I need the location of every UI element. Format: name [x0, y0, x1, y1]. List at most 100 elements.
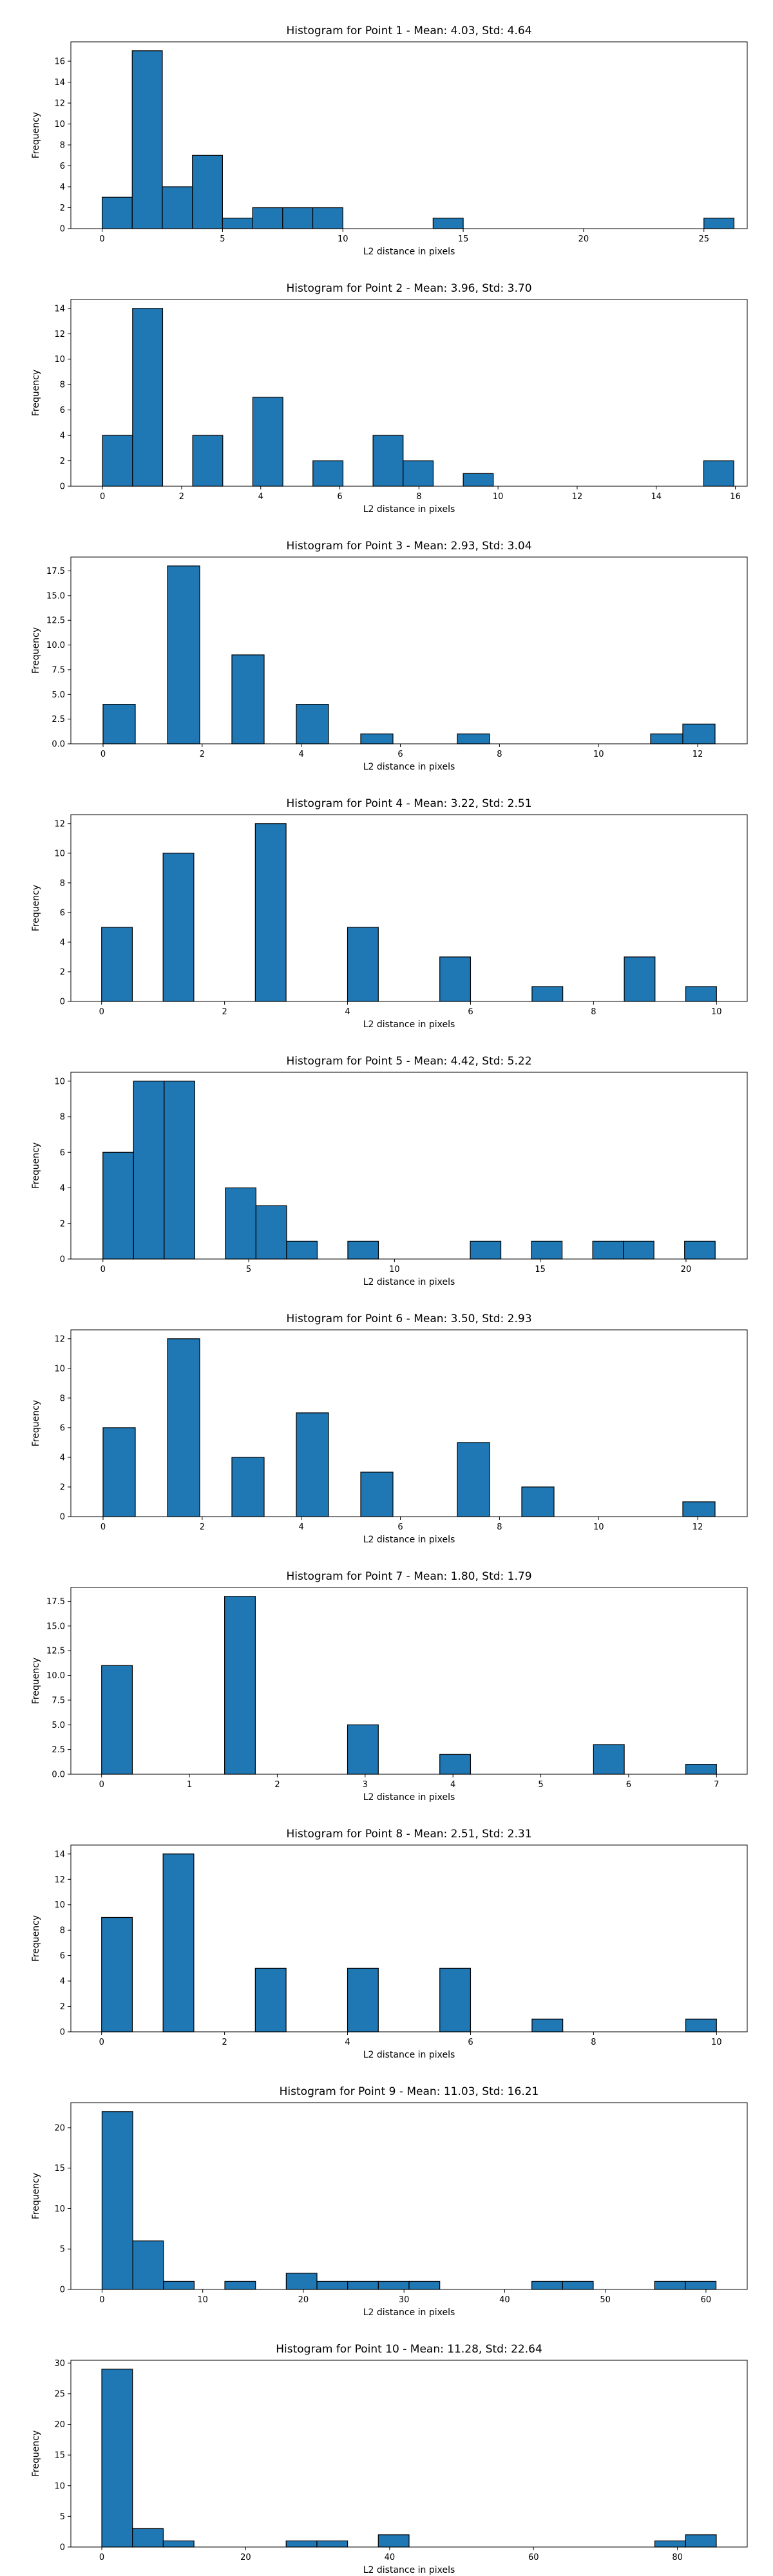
x-tick-label: 60 — [528, 2553, 539, 2562]
y-tick-label: 10 — [54, 355, 65, 365]
axes-frame — [70, 41, 748, 229]
histogram-bar — [531, 1240, 563, 1260]
y-tick-label: 10 — [54, 120, 65, 129]
y-tick-label: 4 — [60, 1977, 65, 1987]
x-tick-label: 0 — [100, 1265, 106, 1274]
histogram-panel-7: Histogram for Point 7 - Mean: 1.80, Std:… — [0, 1546, 773, 1803]
histogram-bar — [562, 2280, 594, 2290]
x-axis-label: L2 distance in pixels — [363, 247, 455, 257]
y-tick-label: 12 — [54, 1334, 65, 1344]
y-tick-label: 0 — [60, 2286, 65, 2295]
x-tick-label: 6 — [468, 2038, 473, 2047]
x-tick-label: 20 — [578, 234, 589, 244]
chart-title: Histogram for Point 1 - Mean: 4.03, Std:… — [286, 24, 531, 37]
y-tick-label: 10 — [54, 2204, 65, 2214]
x-tick-label: 10 — [389, 1265, 400, 1274]
y-tick-label: 7.5 — [52, 1696, 65, 1705]
histogram-bar — [162, 853, 195, 1002]
x-tick-label: 2 — [179, 492, 184, 502]
y-tick-label: 5.0 — [52, 1721, 65, 1730]
chart-title: Histogram for Point 3 - Mean: 2.93, Std:… — [286, 540, 531, 553]
x-axis-label: L2 distance in pixels — [363, 1019, 455, 1030]
histogram-bar — [347, 1724, 379, 1775]
x-tick-label: 4 — [299, 750, 304, 759]
y-axis-label: Frequency — [31, 1142, 41, 1189]
bars — [102, 308, 734, 487]
histogram-bar — [254, 1967, 287, 2032]
x-tick-label: 0 — [99, 234, 104, 244]
histogram-bar — [360, 734, 394, 744]
histogram-bar — [131, 50, 163, 229]
histogram-bar — [162, 186, 193, 229]
x-tick-label: 8 — [591, 1007, 596, 1017]
y-tick-label: 8 — [60, 1926, 65, 1936]
histogram-panel-1: Histogram for Point 1 - Mean: 4.03, Std:… — [0, 0, 773, 258]
y-tick-label: 0 — [60, 1255, 65, 1265]
histogram-panel-2: Histogram for Point 2 - Mean: 3.96, Std:… — [0, 258, 773, 515]
y-tick-label: 15 — [54, 2451, 65, 2461]
y-tick-label: 4 — [60, 183, 65, 193]
x-axis-label: L2 distance in pixels — [363, 2050, 455, 2060]
y-tick-label: 12.5 — [46, 1647, 65, 1656]
y-tick-label: 0 — [60, 1513, 65, 1522]
y-tick-label: 2 — [60, 967, 65, 977]
x-tick-label: 0 — [99, 2295, 104, 2305]
histogram-bar — [231, 1457, 265, 1517]
histogram-panel-5: Histogram for Point 5 - Mean: 4.42, Std:… — [0, 1030, 773, 1288]
y-tick-label: 5 — [60, 2512, 65, 2522]
x-tick-label: 4 — [450, 1780, 455, 1790]
histogram-chart: Histogram for Point 10 - Mean: 11.28, St… — [31, 2343, 748, 2575]
x-tick-label: 40 — [385, 2553, 396, 2562]
axes-frame — [70, 1072, 748, 1260]
y-tick-label: 8 — [60, 878, 65, 888]
y-tick-label: 0.0 — [52, 1770, 65, 1780]
chart-title: Histogram for Point 4 - Mean: 3.22, Std:… — [286, 797, 531, 810]
y-tick-label: 8 — [60, 1113, 65, 1122]
axes-frame — [70, 299, 748, 487]
y-tick-label: 16 — [54, 57, 65, 67]
x-tick-label: 0 — [100, 492, 105, 502]
y-tick-label: 10 — [54, 1364, 65, 1374]
histogram-bar — [101, 1917, 133, 2032]
histogram-chart: Histogram for Point 3 - Mean: 2.93, Std:… — [31, 540, 748, 772]
histogram-bar — [531, 986, 564, 1002]
histogram-bar — [439, 956, 472, 1002]
y-tick-label: 12 — [54, 330, 65, 339]
histogram-bar — [101, 196, 133, 229]
histogram-bar — [347, 1967, 379, 2032]
histogram-bar — [101, 927, 133, 1002]
x-tick-label: 0 — [99, 1007, 104, 1017]
histogram-bar — [101, 2369, 133, 2548]
y-tick-label: 14 — [54, 78, 65, 88]
histogram-bar — [624, 956, 656, 1002]
y-axis-label: Frequency — [31, 2430, 41, 2477]
y-tick-label: 0 — [60, 2028, 65, 2038]
histogram-bar — [224, 1596, 256, 1775]
y-tick-label: 2 — [60, 457, 65, 466]
y-tick-label: 10 — [54, 849, 65, 858]
bars — [102, 565, 716, 744]
x-tick-label: 8 — [416, 492, 421, 502]
x-tick-label: 10 — [711, 2038, 722, 2047]
y-axis-label: Frequency — [31, 627, 41, 674]
y-tick-label: 15.0 — [46, 1622, 65, 1631]
y-axis-label: Frequency — [31, 1658, 41, 1704]
histogram-bar — [685, 2534, 717, 2548]
x-tick-label: 0 — [99, 2553, 104, 2562]
histogram-bar — [192, 435, 224, 487]
histogram-panel-3: Histogram for Point 3 - Mean: 2.93, Std:… — [0, 515, 773, 773]
x-tick-label: 6 — [468, 1007, 473, 1017]
histogram-bar — [132, 2240, 164, 2290]
y-tick-label: 10.0 — [46, 641, 65, 650]
bars — [101, 823, 717, 1002]
chart-title: Histogram for Point 9 - Mean: 11.03, Std… — [280, 2085, 539, 2098]
y-tick-label: 12 — [54, 99, 65, 109]
y-tick-label: 17.5 — [46, 1597, 65, 1607]
x-tick-label: 20 — [298, 2295, 309, 2305]
bars — [101, 2111, 717, 2290]
x-tick-label: 5 — [220, 234, 225, 244]
x-tick-label: 10 — [593, 1522, 604, 1532]
axes-frame — [70, 1329, 748, 1517]
histogram-bar — [347, 1240, 379, 1260]
axes-frame — [70, 1844, 748, 2032]
